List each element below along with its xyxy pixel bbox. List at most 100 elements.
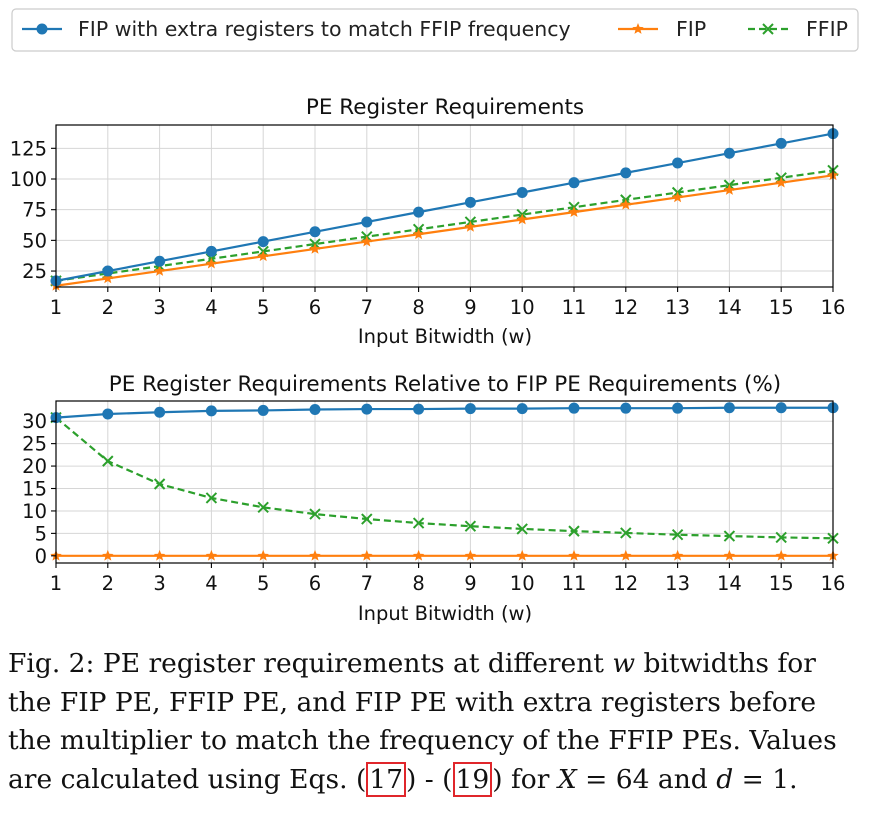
data-point-star [102,272,114,284]
x-tick-label: 12 [613,572,638,595]
x-tick-label: 6 [309,296,321,319]
data-point-star [775,549,787,561]
x-tick-label: 15 [769,572,794,595]
legend-item-fip-extra: FIP with extra registers to match FFIP f… [22,17,571,41]
data-point-circle [620,167,632,179]
x-tick-label: 7 [361,572,373,595]
chart-title: PE Register Requirements Relative to FIP… [109,372,781,397]
x-tick-label: 2 [102,572,114,595]
series-line-star [55,174,834,287]
legend-label-ffip: FFIP [806,17,848,41]
data-point-circle [672,402,684,414]
data-point-star [516,549,528,561]
x-tick-label: 10 [510,572,535,595]
x-tick-label: 9 [464,296,476,319]
data-point-x [464,520,477,532]
caption-line-3: the multiplier to match the frequency of… [8,725,837,756]
legend: FIP with extra registers to match FFIP f… [11,8,859,52]
y-tick-label: 75 [22,199,47,222]
data-point-star [620,198,632,210]
data-point-circle [568,402,580,414]
x-tick-label: 1 [50,296,62,319]
data-point-circle [102,408,114,420]
data-point-circle [361,216,373,228]
data-point-x [153,478,166,490]
plot-frame [55,124,834,288]
data-point-circle [516,187,528,198]
y-tick-label: 10 [22,500,47,523]
math-w: w [612,648,636,679]
data-point-star [568,549,580,561]
x-tick-label: 1 [50,572,62,595]
y-tick-label: 5 [35,522,47,545]
legend-marker-circle-icon [36,23,48,35]
data-point-circle [257,236,269,248]
x-tick-label: 2 [102,296,114,319]
equation-ref-link[interactable]: 17 [366,761,407,797]
x-tick-label: 12 [613,296,638,319]
x-tick-label: 5 [257,572,269,595]
caption-line-4: are calculated using Eqs. (17) - (19) fo… [8,761,798,797]
data-point-star [412,549,425,561]
x-tick-label: 3 [153,296,165,319]
x-tick-label: 14 [717,296,742,319]
series-line-circle [55,406,833,419]
x-tick-label: 13 [665,296,690,319]
data-point-circle [775,402,787,414]
x-tick-label: 10 [510,296,535,319]
x-tick-label: 4 [205,296,217,319]
figure-caption: Fig. 2: PE register requirements at diff… [8,645,858,799]
data-point-x [412,517,425,529]
data-point-star [205,549,218,561]
data-point-circle [361,403,373,415]
data-point-circle [154,255,166,267]
x-tick-label: 11 [562,296,587,319]
data-point-star [153,549,166,561]
data-point-star [775,176,787,188]
x-tick-label: 4 [205,572,217,595]
data-point-x [723,530,736,542]
equation-ref-link[interactable]: 19 [452,761,493,797]
data-point-x [568,525,580,537]
series-line-x [55,169,834,282]
caption-line-2: the FIP PE, FFIP PE, and FIP PE with ext… [8,686,817,718]
x-axis-label: Input Bitwidth (w) [358,325,532,348]
data-point-circle [672,157,684,169]
data-point-x [620,527,632,539]
legend-label-fip-extra: FIP with extra registers to match FFIP f… [78,17,571,41]
y-tick-label: 0 [35,545,47,568]
data-point-star [723,549,736,561]
legend-marker-x-icon [762,23,774,35]
data-point-circle [516,403,528,415]
data-point-x [361,513,373,525]
series-line-circle [55,132,834,282]
x-tick-label: 13 [665,572,690,595]
chart-title: PE Register Requirements [306,95,584,120]
data-point-star [671,549,684,561]
data-point-circle [205,405,217,417]
x-tick-label: 3 [153,572,165,595]
data-point-x [257,501,269,514]
data-point-x [775,531,787,544]
y-tick-label: 100 [10,168,47,191]
chart-register-requirements: PE Register Requirements 1 2 3 4 5 6 7 8 9 10 11 12… [10,95,846,348]
y-tick-label: 50 [22,229,47,252]
data-point-circle [309,404,321,416]
y-tick-label: 30 [22,410,47,433]
data-point-x [205,492,218,504]
data-point-star [412,228,425,240]
x-tick-label: 9 [464,572,476,595]
legend-label-fip: FIP [676,17,706,41]
data-point-circle [568,177,580,189]
series-line-x [55,416,834,540]
data-point-star [620,549,632,561]
x-tick-label: 5 [257,296,269,319]
legend-frame [11,8,859,52]
y-tick-label: 15 [22,478,47,501]
y-tick-label: 25 [22,433,47,456]
data-point-circle [309,226,321,238]
legend-marker-star-icon [632,23,644,34]
x-tick-label: 14 [717,572,742,595]
data-point-star [153,265,166,276]
data-point-circle [257,404,269,416]
